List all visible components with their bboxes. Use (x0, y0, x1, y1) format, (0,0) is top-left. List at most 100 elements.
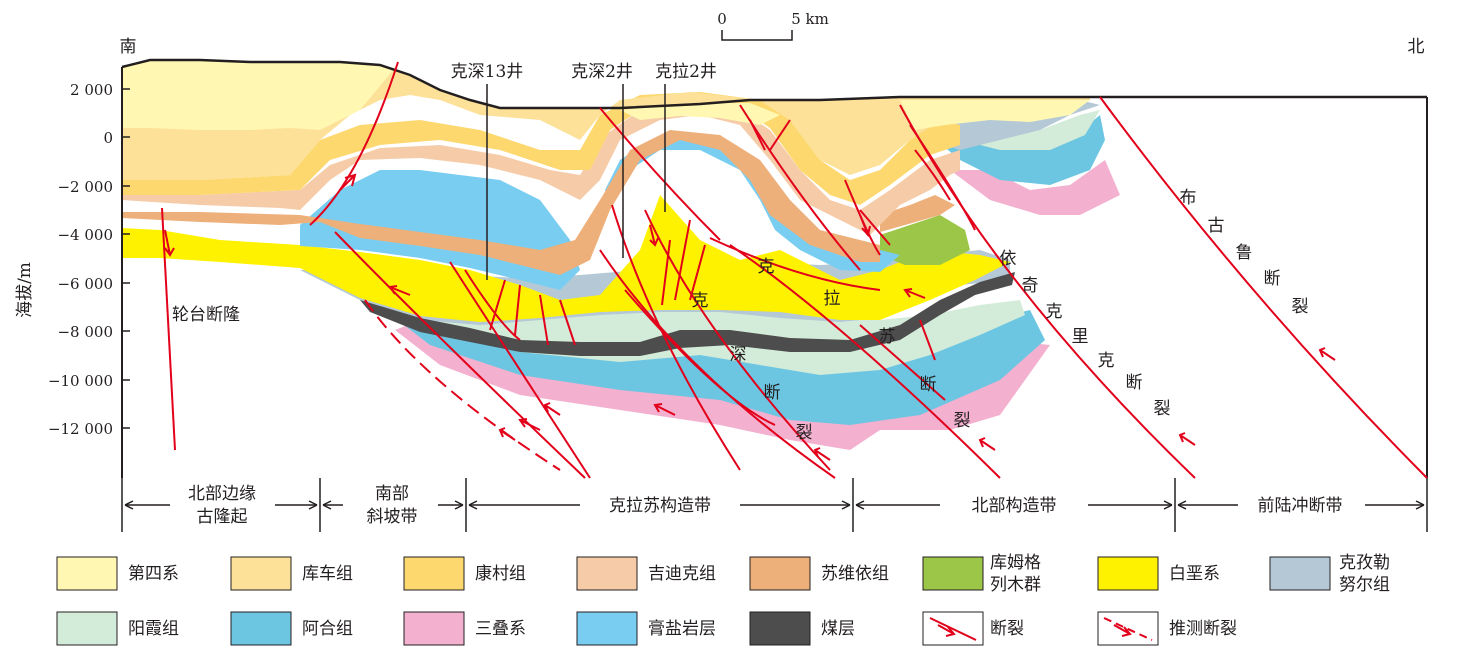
svg-text:断: 断 (764, 383, 781, 403)
arrow (1318, 347, 1336, 361)
arrow (498, 427, 516, 441)
svg-text:克: 克 (1098, 351, 1115, 371)
arrow (813, 447, 831, 461)
svg-text:依: 依 (1000, 249, 1017, 269)
well-label-kela2: 克拉2井 (655, 62, 717, 82)
svg-text:裂: 裂 (796, 423, 813, 443)
fault-n2 (859, 209, 891, 246)
zone-label-2a: 南部 (375, 484, 409, 504)
geologic-layers (122, 60, 1120, 450)
well-label-keshen2: 克深2井 (571, 62, 633, 82)
zone-bar (121, 478, 1428, 532)
zone-label-1a: 北部边缘 (188, 484, 256, 504)
y-tick: −4 000 (57, 226, 113, 244)
legend-swatch-coal (749, 611, 811, 646)
legend-swatch-jidike (576, 556, 638, 591)
svg-text:拉: 拉 (824, 289, 841, 309)
legend-swatch-ahe (230, 611, 292, 646)
fault-south-4 (464, 269, 521, 341)
layer-quaternary-2 (900, 100, 1090, 130)
legend-swatch-kuche (230, 556, 292, 591)
label-kelasu: 克 拉 苏 (758, 257, 896, 347)
fault-inferred (364, 299, 561, 471)
fault-lines (161, 61, 1428, 479)
fault-kelasu-3 (599, 249, 836, 479)
arrow (339, 173, 357, 191)
arrow (859, 214, 871, 238)
fault-cross-2 (661, 239, 671, 306)
fault-k2 (709, 237, 881, 291)
svg-text:克: 克 (692, 291, 709, 311)
legend-label-yangxia: 阳霞组 (128, 619, 179, 639)
legend-swatch-kangcun (403, 556, 465, 591)
scale-zero: 0 (717, 10, 727, 28)
fault-south-8 (559, 299, 576, 346)
y-tick: −2 000 (57, 178, 113, 196)
label-bulu: 布 古 鲁 断 裂 (1180, 188, 1309, 317)
fault-kelasu-main (729, 244, 1001, 479)
fault-yiqi-2 (909, 124, 976, 231)
fault-south-6 (514, 284, 521, 336)
fault-n3 (859, 324, 946, 401)
legend: 第四系 库车组 康村组 吉迪克组 苏维依组 库姆格 列木群 白垩系 克孜勒 努尔… (56, 553, 1390, 646)
fault-keshen-sub (749, 119, 766, 151)
legend-label-fault: 断裂 (990, 619, 1024, 639)
legend-label-jidike: 吉迪克组 (648, 564, 716, 584)
svg-text:古: 古 (1208, 216, 1225, 236)
legend-swatch-yangxia (56, 611, 118, 646)
svg-text:克: 克 (758, 257, 775, 277)
svg-text:苏: 苏 (879, 327, 896, 347)
svg-text:里: 里 (1072, 327, 1089, 347)
legend-label-kizilnur-1: 克孜勒 (1339, 553, 1390, 573)
y-axis-label: 海拔/m (15, 262, 35, 318)
fault-south-3 (449, 261, 591, 479)
legend-label-kizilnur-2: 努尔组 (1339, 575, 1390, 595)
surface-line (121, 58, 1427, 110)
legend-label-coal: 煤层 (821, 619, 855, 639)
svg-text:断: 断 (1264, 269, 1281, 289)
legend-inferred-fault-icon (1103, 617, 1153, 641)
label-luntai: 轮台断隆 (172, 305, 240, 325)
legend-swatch-quaternary (56, 556, 118, 591)
legend-label-ahe: 阿合组 (302, 619, 353, 639)
layer-kumgeliemu (880, 215, 970, 265)
layer-quaternary-3 (620, 103, 780, 125)
scale-five: 5 km (791, 10, 829, 28)
arrow (518, 418, 541, 431)
fault-kelasu-4 (624, 289, 776, 426)
north-label: 北 (1408, 37, 1425, 57)
arrow (1178, 432, 1196, 446)
zone-label-4: 北部构造带 (972, 496, 1057, 516)
arrow (978, 437, 996, 451)
y-tick: 2 000 (70, 81, 113, 99)
zone-label-5: 前陆冲断带 (1258, 496, 1343, 516)
layer-cretaceous (122, 195, 1010, 322)
legend-swatch-cretaceous (1097, 556, 1159, 591)
legend-swatch-gypsum (576, 611, 638, 646)
legend-swatch-kizilnur (1269, 556, 1331, 591)
fault-arrows (164, 173, 1336, 461)
legend-label-gypsum: 膏盐岩层 (648, 618, 716, 639)
svg-text:深: 深 (730, 345, 747, 365)
legend-swatch-triassic (403, 611, 465, 646)
arrow (164, 229, 175, 257)
svg-text:断: 断 (1126, 373, 1143, 393)
legend-label-kumgeliemu-1: 库姆格 (990, 553, 1041, 573)
svg-text:克: 克 (1046, 302, 1063, 322)
svg-text:布: 布 (1180, 188, 1197, 208)
arrow (903, 288, 926, 299)
legend-label-kangcun: 康村组 (475, 564, 526, 584)
fault-keshen-1 (644, 209, 831, 471)
fault-south-1 (309, 61, 399, 226)
fault-south-7 (539, 294, 549, 346)
legend-swatch-kumgeliemu (922, 556, 984, 591)
fault-cross-1 (674, 219, 691, 301)
y-axis: 2 000 0 −2 000 −4 000 −6 000 −8 000 −10 … (15, 81, 130, 438)
svg-text:裂: 裂 (1154, 399, 1171, 419)
legend-label-kumgeliemu-2: 列木群 (990, 575, 1041, 595)
fault-south-2 (334, 231, 586, 479)
legend-label-inferred: 推测断裂 (1169, 619, 1237, 639)
layer-suweiyi (122, 130, 880, 275)
svg-text:断: 断 (920, 375, 937, 395)
zone-label-3: 克拉苏构造带 (609, 496, 711, 516)
